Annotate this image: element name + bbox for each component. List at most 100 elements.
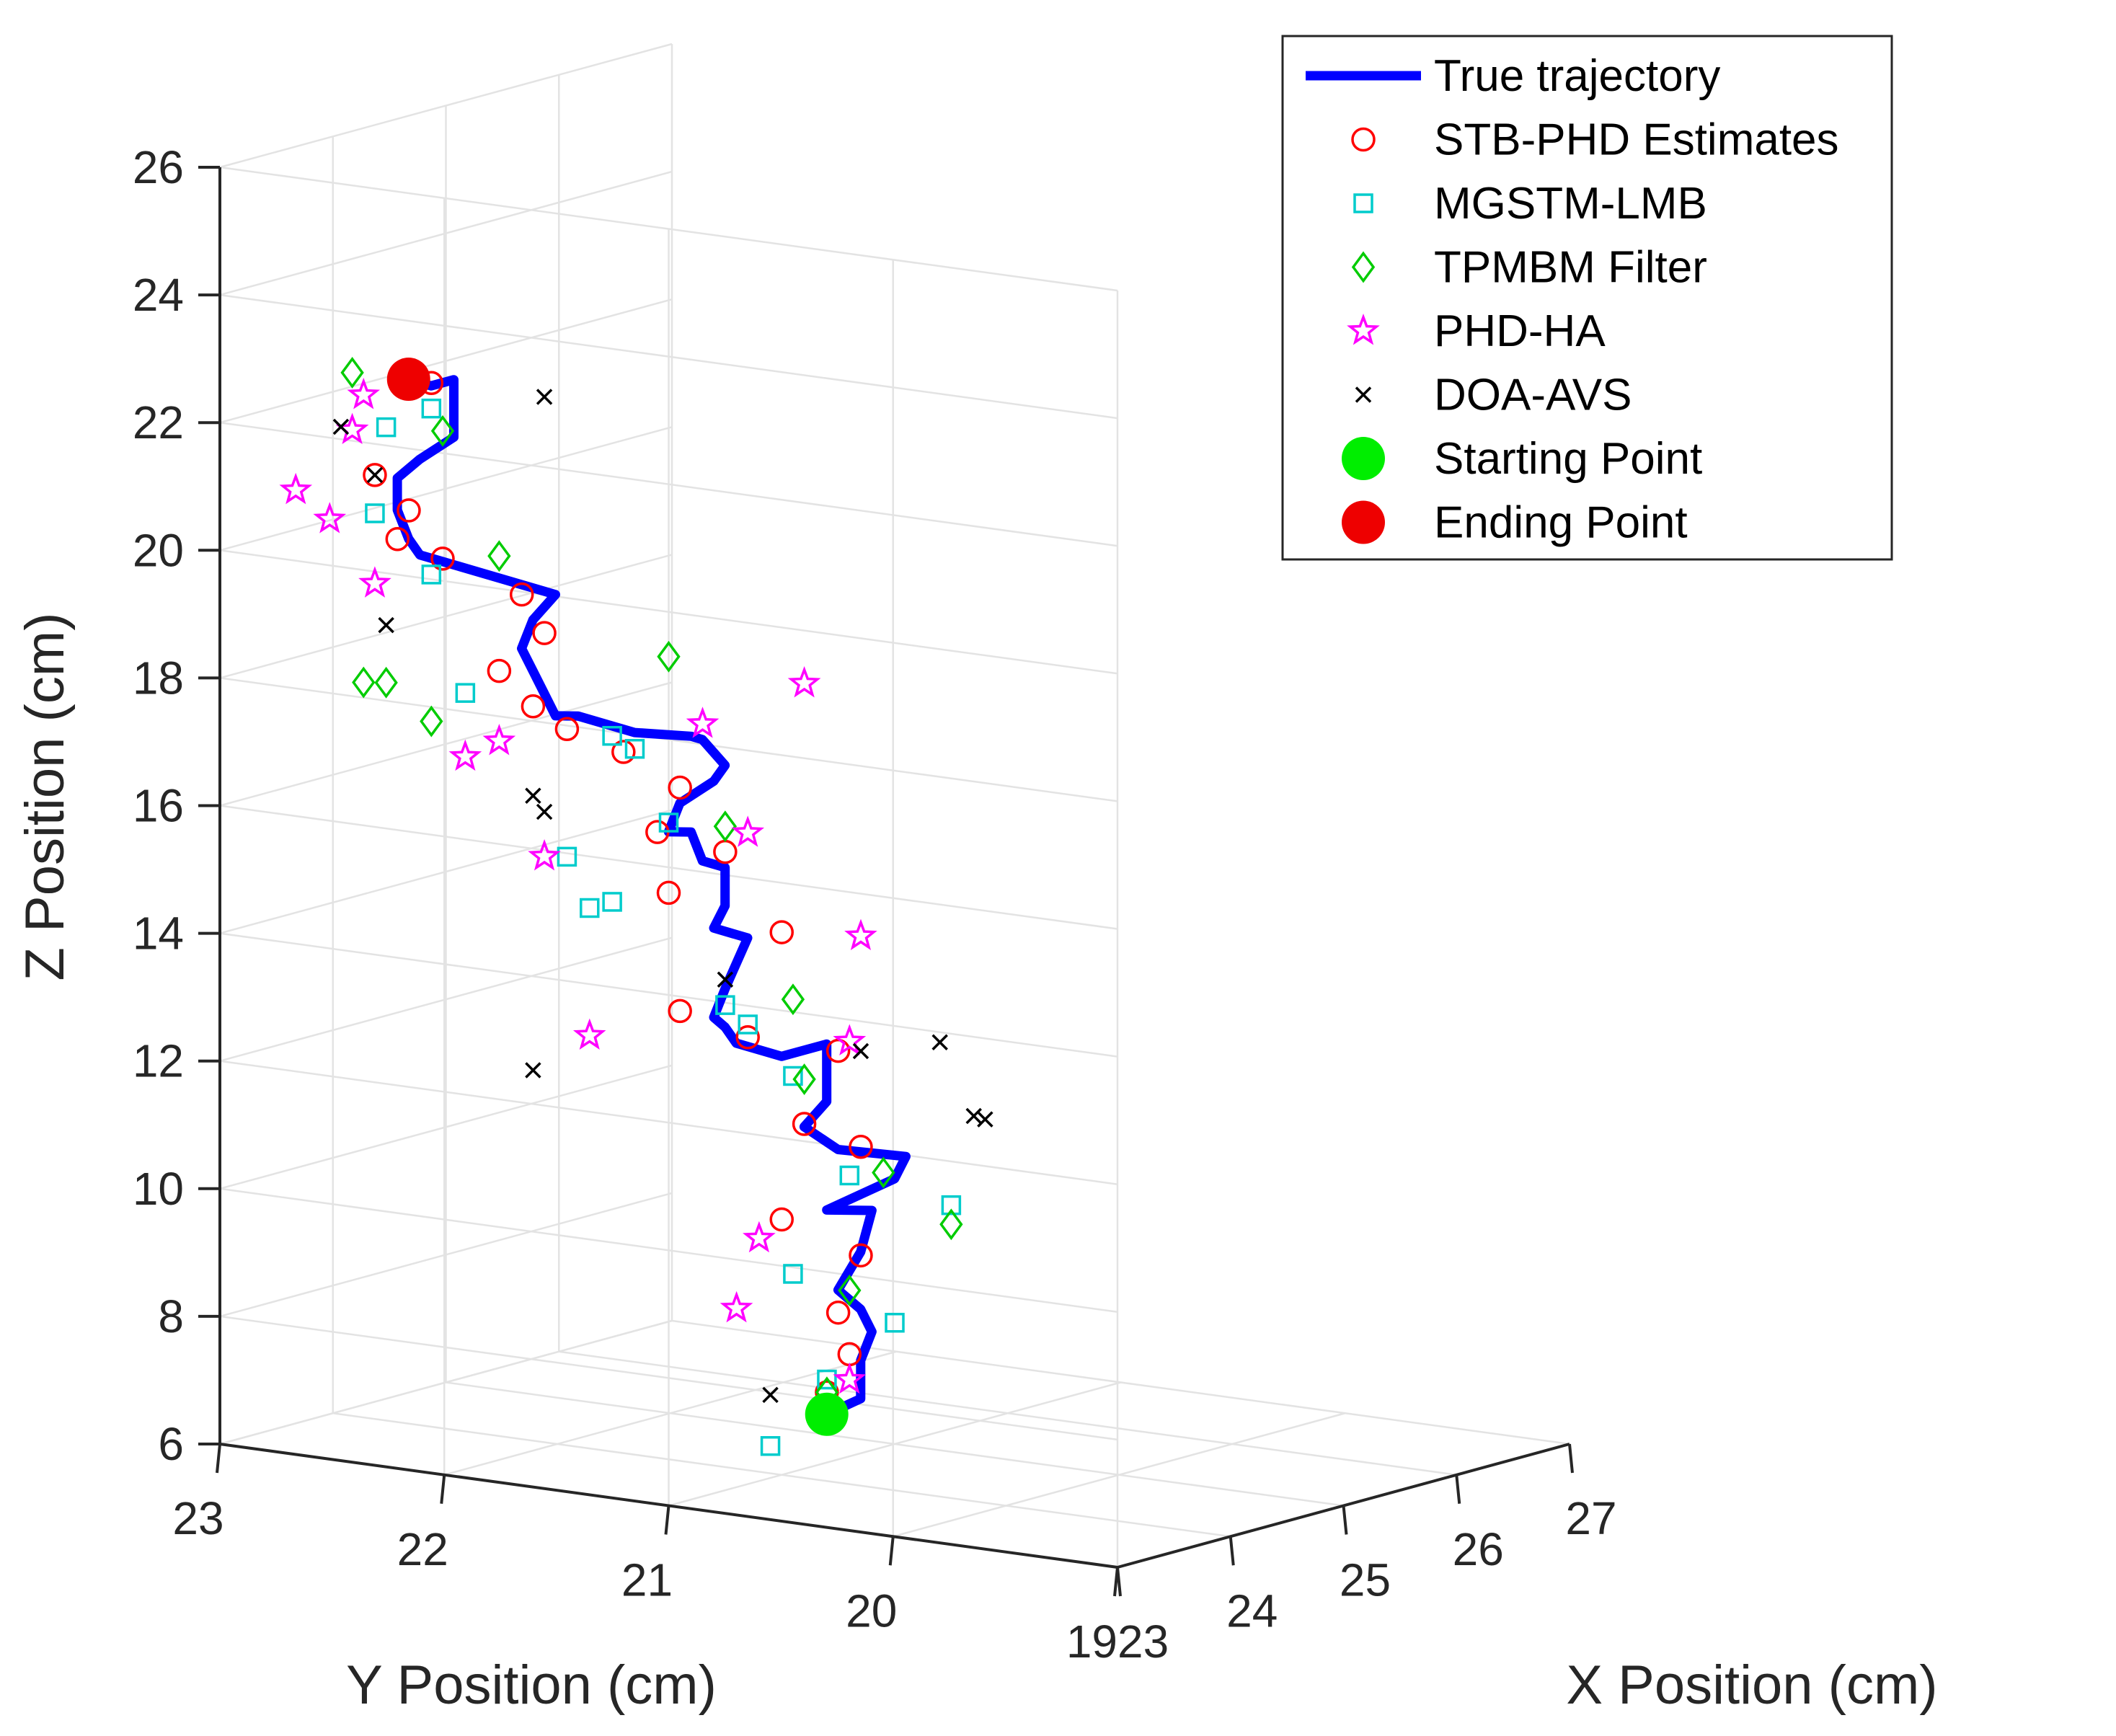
legend-marker-starting-point	[1342, 437, 1385, 480]
mgstm-lmb-marker	[421, 564, 442, 585]
y-tick-mark	[888, 1536, 895, 1566]
stb-phd-estimates-marker	[509, 582, 534, 607]
y-tick-mark	[1113, 1567, 1119, 1597]
mgstm-lmb-marker	[783, 1264, 803, 1284]
legend-marker-ending-point	[1342, 500, 1385, 544]
legend-label-stb-phd-estimates: STB-PHD Estimates	[1434, 115, 1839, 165]
grid-line	[219, 1192, 673, 1318]
grid-line	[219, 1064, 673, 1190]
legend-box	[1281, 35, 1893, 561]
mgstm-lmb-marker	[624, 738, 645, 759]
phd-ha-marker	[833, 1362, 867, 1394]
doa-avs-marker	[852, 1042, 869, 1060]
stb-phd-estimates-marker	[363, 463, 387, 487]
z-tick-label: 10	[133, 1163, 184, 1215]
corner-tick-label: 1923	[1066, 1616, 1169, 1668]
tpmbm-filter-marker	[487, 540, 511, 572]
x-tick-label: 24	[1226, 1585, 1278, 1637]
phd-ha-marker	[347, 377, 381, 409]
x-axis-label: X Position (cm)	[1566, 1655, 1937, 1716]
stb-phd-estimates-marker	[792, 1112, 817, 1136]
z-tick-label: 12	[133, 1035, 184, 1087]
phd-ha-marker	[572, 1018, 606, 1050]
tpmbm-filter-marker	[420, 705, 443, 738]
mgstm-lmb-marker	[760, 1436, 781, 1456]
mgstm-lmb-marker	[421, 398, 442, 419]
stb-phd-estimates-marker	[430, 546, 455, 571]
z-tick-label: 6	[158, 1418, 184, 1470]
ending-point-marker	[386, 358, 430, 402]
y-axis-label: Y Position (cm)	[346, 1655, 717, 1716]
y-tick-mark	[216, 1443, 221, 1474]
doa-avs-marker	[332, 418, 350, 435]
doa-avs-marker	[378, 616, 394, 634]
tpmbm-filter-marker	[352, 666, 376, 699]
trajectory-layer	[392, 374, 911, 1420]
phd-ha-marker	[528, 838, 561, 871]
tpmbm-filter-marker	[939, 1208, 963, 1241]
stb-phd-estimates-marker	[713, 839, 738, 864]
true-trajectory-line	[392, 374, 911, 1420]
z-tick-label: 18	[133, 652, 184, 704]
mgstm-lmb-marker	[715, 995, 735, 1015]
tpmbm-filter-marker	[872, 1156, 895, 1189]
phd-ha-marker	[833, 1024, 867, 1055]
legend-label-mgstm-lmb: MGSTM-LMB	[1434, 179, 1707, 229]
grid-line	[219, 681, 673, 807]
tpmbm-filter-marker	[430, 415, 455, 447]
stb-phd-estimates-marker	[735, 1024, 760, 1050]
markers-layer	[279, 356, 993, 1456]
x-tick-label: 26	[1453, 1523, 1504, 1575]
tpmbm-filter-marker	[838, 1274, 862, 1306]
legend-label-starting-point: Starting Point	[1434, 434, 1702, 484]
x-tick-label: 27	[1565, 1492, 1616, 1544]
phd-ha-marker	[731, 815, 765, 847]
grid-line	[219, 677, 1118, 802]
legend-marker-doa-avs	[1355, 386, 1372, 403]
grid-line	[219, 166, 1118, 292]
legend: True trajectory STB-PHD Estimates MGSTM-LM…	[1281, 35, 1893, 561]
grid-line	[219, 936, 673, 1062]
z-tick-label: 8	[158, 1290, 184, 1342]
grid-line	[219, 1187, 1118, 1314]
legend-marker-stb-phd-estimates	[1351, 127, 1376, 152]
doa-avs-marker	[931, 1034, 948, 1050]
legend-label-tpmbm-filter: TPMBM Filter	[1434, 243, 1707, 293]
x-tick-label: 25	[1340, 1554, 1391, 1606]
x-tick-mark	[1455, 1474, 1461, 1504]
stb-phd-estimates-marker	[554, 717, 580, 741]
stb-phd-estimates-marker	[656, 880, 681, 905]
doa-avs-marker	[965, 1107, 982, 1125]
phd-ha-marker	[279, 472, 313, 505]
phd-ha-marker	[844, 918, 877, 950]
mgstm-lmb-marker	[839, 1165, 860, 1186]
y-tick-label: 21	[621, 1554, 673, 1606]
z-tick-label: 22	[133, 397, 184, 448]
tpmbm-filter-marker	[374, 666, 398, 699]
grid-line	[668, 1381, 1121, 1507]
legend-marker-mgstm-lmb	[1353, 193, 1373, 213]
x-tick-mark	[1342, 1505, 1348, 1535]
y-tick-mark	[664, 1505, 670, 1535]
z-tick-label: 26	[133, 141, 184, 193]
y-tick-mark	[440, 1474, 446, 1504]
doa-avs-marker	[977, 1111, 993, 1128]
phd-ha-marker	[686, 707, 720, 738]
stb-phd-estimates-marker	[668, 998, 692, 1024]
legend-label-ending-point: Ending Point	[1434, 498, 1688, 548]
mgstm-lmb-marker	[817, 1369, 837, 1390]
phd-ha-marker	[482, 723, 516, 756]
grid-line	[893, 1412, 1346, 1538]
z-tick-label: 20	[133, 524, 184, 576]
phd-ha-marker	[358, 566, 391, 598]
legend-marker-phd-ha	[1347, 314, 1380, 345]
tpmbm-filter-marker	[781, 983, 805, 1016]
doa-avs-marker	[525, 787, 541, 805]
stb-phd-estimates-marker	[611, 740, 636, 764]
x-tick-mark	[1568, 1443, 1574, 1474]
z-axis-label: Z Position (cm)	[14, 613, 76, 981]
grid-line	[219, 1060, 1118, 1185]
mgstm-lmb-marker	[658, 812, 679, 833]
tpmbm-filter-marker	[792, 1063, 816, 1095]
